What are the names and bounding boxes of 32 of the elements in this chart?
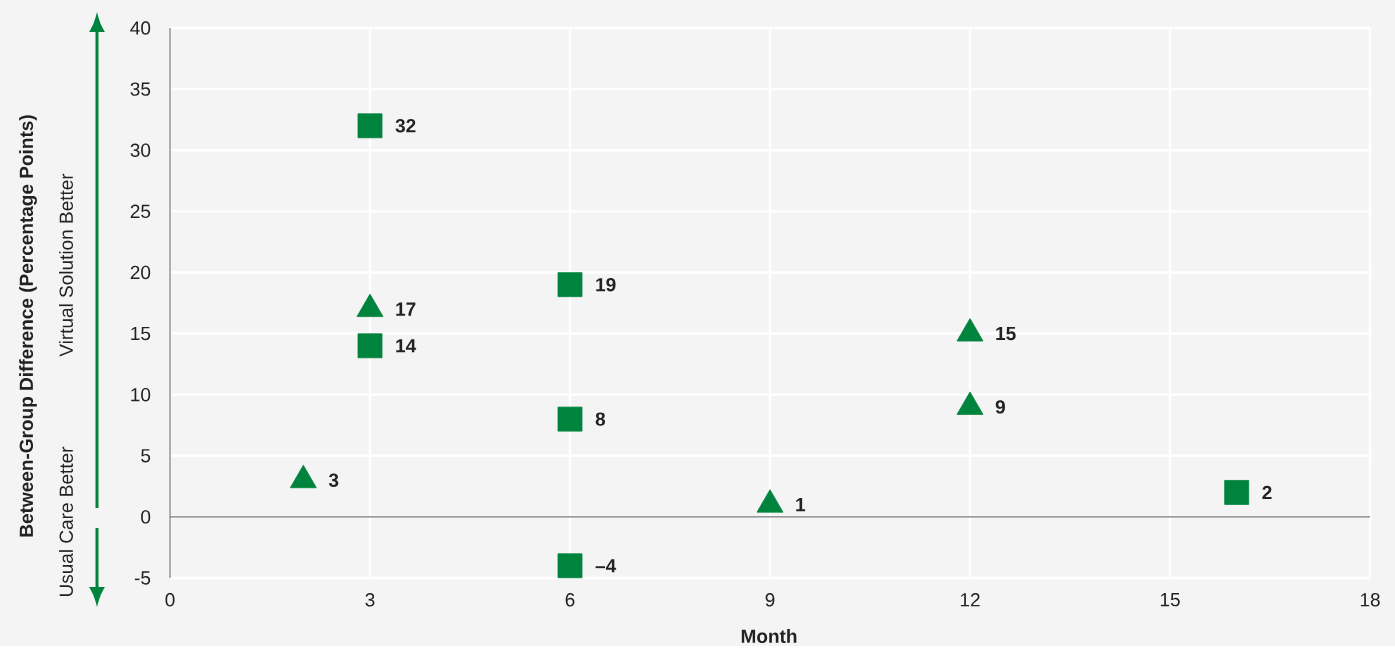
data-label: 1: [796, 498, 806, 512]
data-label: 9: [995, 400, 1005, 414]
x-tick-label: 3: [365, 593, 375, 607]
data-label: 19: [596, 278, 616, 292]
y-tick-label: 30: [130, 143, 151, 158]
data-label: 32: [395, 119, 416, 133]
x-tick-label: 18: [1360, 593, 1380, 607]
y-tick-label: 35: [130, 82, 151, 96]
x-tick-label: 0: [165, 593, 175, 607]
x-tick-label: 15: [1160, 593, 1180, 607]
text: Usual Care Better: [59, 446, 73, 597]
data-label: 8: [595, 412, 606, 426]
y-tick-label: 10: [131, 388, 151, 402]
data-label: 15: [996, 327, 1016, 341]
data-label: 14: [396, 339, 417, 353]
x-axis-title: Month: [741, 629, 797, 644]
x-tick-label: 12: [960, 593, 980, 607]
y-tick-label: 0: [141, 510, 151, 524]
x-tick-label: 9: [765, 593, 775, 607]
y-tick-label: 40: [130, 21, 151, 35]
y-axis-title: Between-Group Difference (Percentage Points): [19, 115, 37, 537]
y-tick-label: 5: [141, 449, 151, 463]
data-label: –4: [595, 559, 617, 573]
data-label: 17: [396, 302, 416, 316]
text: Virtual Solution Better: [59, 173, 73, 357]
y-tick-label: 20: [130, 265, 151, 280]
y-tick-label: 15: [131, 327, 151, 341]
x-tick-label: 6: [565, 593, 575, 607]
y-tick-label: -5: [134, 571, 151, 585]
y-tick-label: 25: [130, 204, 151, 219]
data-label: 2: [1262, 485, 1272, 500]
data-label: 3: [328, 473, 339, 488]
